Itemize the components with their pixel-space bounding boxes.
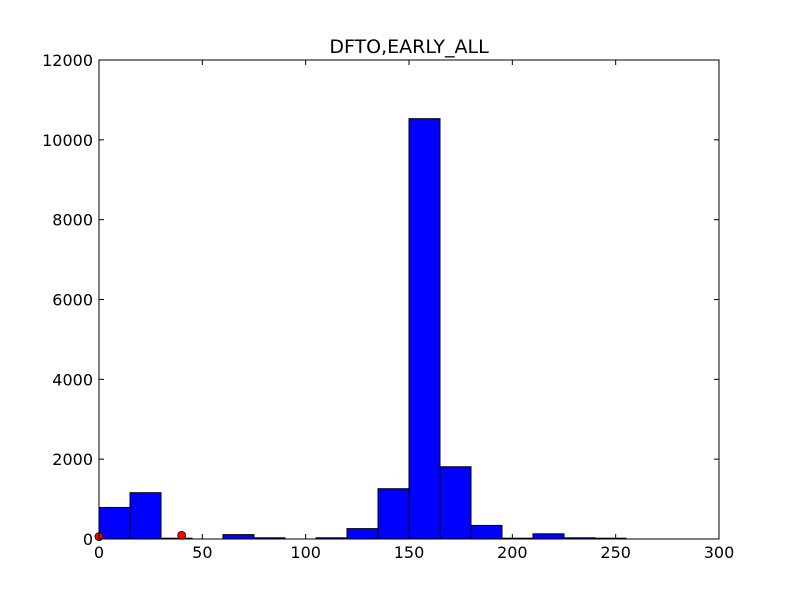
histogram-bar-1 xyxy=(129,492,162,540)
y-tick-label-6: 12000 xyxy=(42,51,93,70)
histogram-bar-4 xyxy=(222,534,255,540)
x-tick-label-3: 150 xyxy=(394,543,425,562)
x-tick-label-4: 200 xyxy=(497,543,528,562)
histogram-bar-10 xyxy=(408,118,441,540)
histogram-bar-14 xyxy=(532,533,565,540)
y-tick-label-3: 6000 xyxy=(52,291,93,310)
x-tick-label-1: 50 xyxy=(192,543,212,562)
data-point-1 xyxy=(177,531,187,540)
x-tick-label-0: 0 xyxy=(94,543,104,562)
y-tick-label-4: 8000 xyxy=(52,211,93,230)
x-tick-label-2: 100 xyxy=(290,543,321,562)
bars-group xyxy=(98,118,627,540)
histogram-bar-11 xyxy=(439,466,472,540)
y-tick-label-0: 0 xyxy=(83,530,93,549)
x-tick-labels: 0 50 100 150 200 250 300 xyxy=(94,543,734,562)
y-tick-label-5: 10000 xyxy=(42,131,93,150)
chart-title: DFTO,EARLY_ALL xyxy=(329,36,489,58)
ticks-group xyxy=(98,59,720,540)
histogram-bar-9 xyxy=(377,488,410,540)
x-tick-label-6: 300 xyxy=(704,543,735,562)
y-tick-label-1: 2000 xyxy=(52,450,93,469)
histogram-bar-8 xyxy=(346,528,379,540)
histogram-bar-0 xyxy=(98,506,131,540)
y-tick-label-2: 4000 xyxy=(52,370,93,389)
histogram-bar-12 xyxy=(470,524,503,540)
y-tick-labels: 0 2000 4000 6000 8000 10000 12000 xyxy=(42,51,93,549)
x-tick-label-5: 250 xyxy=(600,543,631,562)
